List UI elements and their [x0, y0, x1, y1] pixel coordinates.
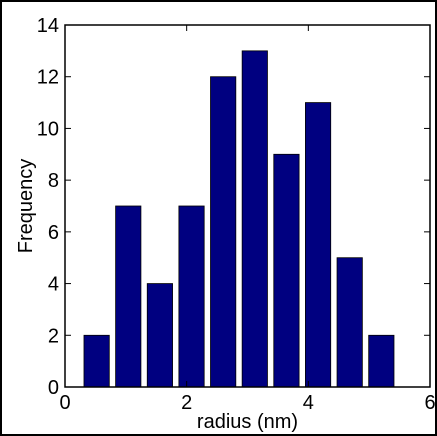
y-axis-title: Frequency: [15, 159, 37, 254]
x-tick-label-1: 2: [181, 392, 192, 414]
bar-2: [146, 283, 173, 388]
bars-layer: [83, 50, 395, 388]
bar-9: [368, 334, 395, 388]
x-tick-label-3: 6: [424, 392, 435, 414]
y-tick-label-5: 10: [37, 118, 59, 140]
y-tick-label-3: 6: [48, 222, 59, 244]
x-tick-label-2: 4: [303, 392, 314, 414]
bar-1: [115, 205, 142, 388]
bar-5: [241, 50, 268, 388]
y-tick-label-1: 2: [48, 325, 59, 347]
bar-8: [336, 257, 363, 388]
tick-labels-layer: 0 2 4 6 8 10 12 14 0 2 4 6: [37, 15, 436, 414]
y-tick-label-2: 4: [48, 274, 59, 296]
x-axis-title: radius (nm): [197, 411, 298, 433]
y-tick-label-6: 12: [37, 67, 59, 89]
y-tick-label-0: 0: [48, 377, 59, 399]
x-tick-label-0: 0: [59, 392, 70, 414]
bar-3: [178, 205, 205, 388]
bar-6: [273, 153, 300, 388]
y-tick-label-7: 14: [37, 15, 59, 37]
plot-border: [64, 24, 431, 388]
bar-4: [210, 76, 237, 388]
y-tick-label-4: 8: [48, 170, 59, 192]
bar-0: [83, 334, 110, 388]
bar-7: [305, 102, 332, 388]
